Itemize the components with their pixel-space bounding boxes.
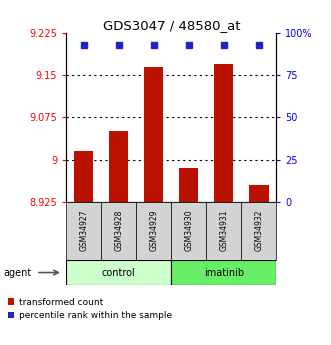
Bar xyxy=(171,202,206,260)
Bar xyxy=(179,168,199,202)
Bar xyxy=(144,67,164,202)
Title: GDS3047 / 48580_at: GDS3047 / 48580_at xyxy=(103,19,240,32)
Text: control: control xyxy=(102,268,136,277)
Text: GSM34930: GSM34930 xyxy=(184,209,193,251)
Text: GSM34928: GSM34928 xyxy=(114,209,123,251)
Bar xyxy=(101,202,136,260)
Text: imatinib: imatinib xyxy=(204,268,244,277)
Bar xyxy=(241,202,276,260)
Bar xyxy=(74,151,93,202)
Bar xyxy=(66,202,101,260)
Text: GSM34932: GSM34932 xyxy=(254,209,263,251)
Bar xyxy=(171,260,276,285)
Text: GSM34931: GSM34931 xyxy=(219,209,228,251)
Legend: transformed count, percentile rank within the sample: transformed count, percentile rank withi… xyxy=(8,298,172,320)
Bar xyxy=(136,202,171,260)
Bar xyxy=(249,185,268,202)
Bar xyxy=(214,64,233,202)
Bar xyxy=(109,131,128,202)
Text: GSM34927: GSM34927 xyxy=(79,209,88,251)
Bar xyxy=(66,260,171,285)
Text: GSM34929: GSM34929 xyxy=(149,209,158,251)
Bar xyxy=(206,202,241,260)
Text: agent: agent xyxy=(3,268,31,277)
